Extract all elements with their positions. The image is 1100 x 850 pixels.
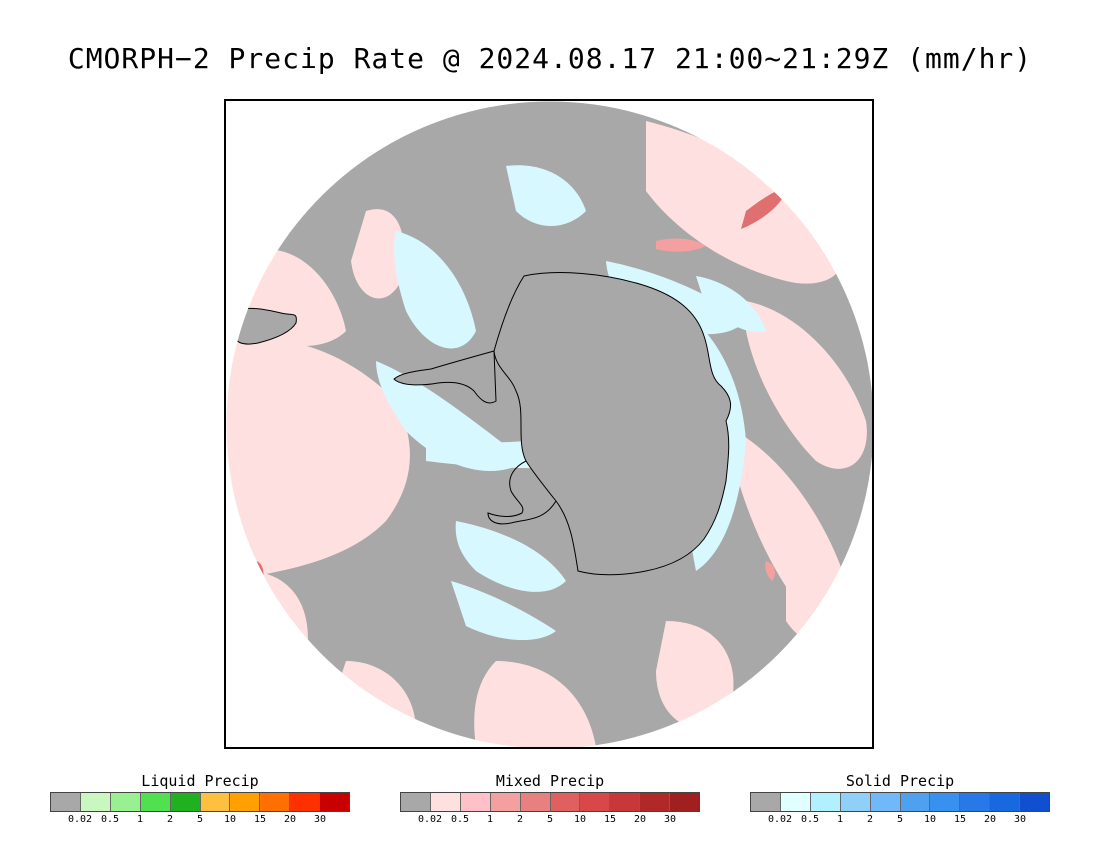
legend-swatch [840,793,871,811]
legend-swatch [290,793,321,811]
ross-sea-coastline [487,460,557,525]
antarctic-peninsula-coastline [393,350,497,404]
legend-tick-label: 1 [136,814,144,825]
legend-ticks: 0.02 0.5 1 2 5 10 15 20 30 [400,812,700,828]
legend-liquid: Liquid Precip 0.02 0.5 1 2 5 10 15 20 30 [50,770,350,828]
legend-tick-label: 1 [486,814,494,825]
map-title: CMORPH−2 Precip Rate @ 2024.08.17 21:00~… [67,42,1033,75]
legend-swatch [670,793,700,811]
legend-swatch [51,793,81,811]
legend-swatch [80,793,111,811]
legend-color-bar [400,792,700,812]
legend-swatch [780,793,811,811]
legend-tick-label: 30 [1013,814,1027,825]
legend-tick-label: 15 [253,814,267,825]
legend-swatch [490,793,521,811]
legend-tick-label: 30 [663,814,677,825]
legend-swatch [260,793,291,811]
legend-tick-label: 10 [923,814,937,825]
legend-ticks: 0.02 0.5 1 2 5 10 15 20 30 [750,812,1050,828]
legend-swatch [640,793,671,811]
legend-mixed: Mixed Precip 0.02 0.5 1 2 5 10 15 20 30 [400,770,700,828]
precip-map [226,101,872,747]
mixed-precip-moderate-streaks [254,189,786,586]
legend-swatch [430,793,461,811]
legend-tick-label: 2 [166,814,174,825]
legend-swatch [110,793,141,811]
legend-color-bar [750,792,1050,812]
legend-swatch [930,793,961,811]
legend-tick-label: 5 [196,814,204,825]
legend-swatch [550,793,581,811]
legend-tick-label: 15 [603,814,617,825]
legend-swatch [230,793,261,811]
legend-tick-label: 0.5 [100,814,120,825]
legend-tick-label: 5 [546,814,554,825]
legend-solid: Solid Precip 0.02 0.5 1 2 5 10 15 20 30 [750,770,1050,828]
antarctica-coastline [493,272,732,576]
legend-swatch [810,793,841,811]
legend-tick-label: 2 [516,814,524,825]
legend-swatch [900,793,931,811]
legend-tick-label: 2 [866,814,874,825]
legend-swatch [520,793,551,811]
legend-tick-label: 0.02 [417,814,443,825]
legend-title: Solid Precip [845,772,955,790]
legend-tick-label: 20 [983,814,997,825]
legend-swatch [610,793,641,811]
legend-tick-label: 0.5 [450,814,470,825]
legend-swatch [140,793,171,811]
legend-swatch [990,793,1021,811]
legend-swatch [401,793,431,811]
legend-swatch [170,793,201,811]
legend-tick-label: 10 [573,814,587,825]
legend-swatch [200,793,231,811]
legend-swatch [320,793,350,811]
legend-tick-label: 10 [223,814,237,825]
legend-tick-label: 20 [283,814,297,825]
legend-swatch [1020,793,1050,811]
legend-swatch [460,793,491,811]
legend-tick-label: 30 [313,814,327,825]
legend-tick-label: 0.02 [67,814,93,825]
legend-title: Mixed Precip [495,772,605,790]
legend-swatch [751,793,781,811]
legend-title: Liquid Precip [141,772,259,790]
legend-tick-label: 15 [953,814,967,825]
legend-tick-label: 5 [896,814,904,825]
legend-ticks: 0.02 0.5 1 2 5 10 15 20 30 [50,812,350,828]
legend-swatch [870,793,901,811]
polar-map-frame [224,99,874,749]
legend-tick-label: 0.02 [767,814,793,825]
legend-tick-label: 1 [836,814,844,825]
legend-swatch [580,793,611,811]
legend-tick-label: 20 [633,814,647,825]
legend-tick-label: 0.5 [800,814,820,825]
legend-color-bar [50,792,350,812]
legend-swatch [960,793,991,811]
